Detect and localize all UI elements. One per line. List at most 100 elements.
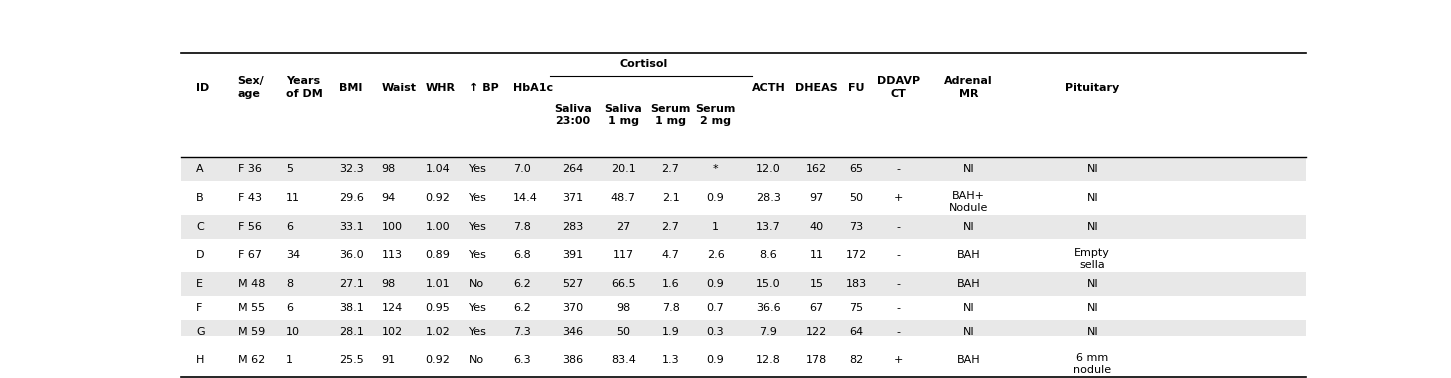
Text: 7.0: 7.0 — [514, 164, 531, 174]
Text: NI: NI — [1087, 303, 1098, 313]
Text: +: + — [894, 193, 904, 203]
Text: Yes: Yes — [469, 193, 488, 203]
Text: G: G — [196, 327, 205, 337]
Text: 183: 183 — [846, 279, 866, 289]
Text: 6.3: 6.3 — [514, 355, 531, 366]
Text: Yes: Yes — [469, 222, 488, 232]
Text: 0.9: 0.9 — [707, 279, 724, 289]
Text: B: B — [196, 193, 203, 203]
Text: 7.9: 7.9 — [759, 327, 778, 337]
Text: 11: 11 — [286, 193, 300, 203]
Text: 97: 97 — [810, 193, 824, 203]
Text: Yes: Yes — [469, 303, 488, 313]
Text: F 67: F 67 — [238, 250, 261, 260]
Text: 178: 178 — [807, 355, 827, 366]
Text: 122: 122 — [807, 327, 827, 337]
Text: 34: 34 — [286, 250, 300, 260]
Text: 371: 371 — [562, 193, 583, 203]
Text: HbA1c: HbA1c — [514, 82, 553, 93]
Text: 27: 27 — [617, 222, 630, 232]
Text: 1.00: 1.00 — [425, 222, 450, 232]
Text: 1.01: 1.01 — [425, 279, 450, 289]
Text: E: E — [196, 279, 203, 289]
Text: Yes: Yes — [469, 250, 488, 260]
Text: 65: 65 — [849, 164, 863, 174]
Text: NI: NI — [962, 303, 975, 313]
Text: 98: 98 — [382, 279, 396, 289]
Text: M 55: M 55 — [238, 303, 264, 313]
Text: 32.3: 32.3 — [340, 164, 364, 174]
Text: 98: 98 — [382, 164, 396, 174]
Text: 6: 6 — [286, 303, 293, 313]
Text: 36.0: 36.0 — [340, 250, 363, 260]
Text: 83.4: 83.4 — [611, 355, 636, 366]
Text: F 43: F 43 — [238, 193, 261, 203]
Text: 67: 67 — [810, 303, 824, 313]
Text: 102: 102 — [382, 327, 403, 337]
Bar — [181, 320, 1306, 344]
Text: ID: ID — [196, 82, 209, 93]
Text: 113: 113 — [382, 250, 402, 260]
Text: 33.1: 33.1 — [340, 222, 363, 232]
Text: *: * — [712, 164, 718, 174]
Text: H: H — [196, 355, 205, 366]
Text: No: No — [469, 279, 485, 289]
Text: 0.92: 0.92 — [425, 193, 450, 203]
Text: 6.2: 6.2 — [514, 279, 531, 289]
Text: 7.3: 7.3 — [514, 327, 531, 337]
Text: 29.6: 29.6 — [340, 193, 364, 203]
Text: F 56: F 56 — [238, 222, 261, 232]
Text: F: F — [196, 303, 202, 313]
Text: 50: 50 — [617, 327, 630, 337]
Text: 0.9: 0.9 — [707, 355, 724, 366]
Text: 40: 40 — [810, 222, 824, 232]
Text: DHEAS: DHEAS — [795, 82, 839, 93]
Text: -: - — [897, 250, 901, 260]
Text: M 59: M 59 — [238, 327, 266, 337]
Text: 10: 10 — [286, 327, 300, 337]
Text: 1: 1 — [286, 355, 293, 366]
Text: 28.3: 28.3 — [756, 193, 781, 203]
Text: 94: 94 — [382, 193, 396, 203]
Text: 386: 386 — [562, 355, 583, 366]
Text: 5: 5 — [286, 164, 293, 174]
Text: 11: 11 — [810, 250, 824, 260]
Text: 100: 100 — [382, 222, 402, 232]
Text: -: - — [897, 327, 901, 337]
Text: FU: FU — [847, 82, 865, 93]
Text: NI: NI — [962, 164, 975, 174]
Text: A: A — [196, 164, 203, 174]
Text: BAH: BAH — [956, 279, 981, 289]
Text: 6.8: 6.8 — [514, 250, 531, 260]
Text: Empty
sella: Empty sella — [1074, 248, 1110, 270]
Text: Sex/
age: Sex/ age — [238, 76, 264, 99]
Text: 48.7: 48.7 — [611, 193, 636, 203]
Text: -: - — [897, 164, 901, 174]
Text: 264: 264 — [562, 164, 583, 174]
Text: Waist: Waist — [382, 82, 416, 93]
Text: 2.1: 2.1 — [662, 193, 679, 203]
Text: -: - — [897, 279, 901, 289]
Text: 2.6: 2.6 — [707, 250, 724, 260]
Text: F 36: F 36 — [238, 164, 261, 174]
Text: 13.7: 13.7 — [756, 222, 781, 232]
Text: 0.92: 0.92 — [425, 355, 450, 366]
Text: 4.7: 4.7 — [662, 250, 679, 260]
Text: Pituitary: Pituitary — [1065, 82, 1119, 93]
Text: NI: NI — [1087, 327, 1098, 337]
Text: 20.1: 20.1 — [611, 164, 636, 174]
Text: -: - — [897, 303, 901, 313]
Text: 1.6: 1.6 — [662, 279, 679, 289]
Text: WHR: WHR — [425, 82, 456, 93]
Text: 117: 117 — [612, 250, 634, 260]
Text: 283: 283 — [562, 222, 583, 232]
Text: Saliva
23:00: Saliva 23:00 — [554, 104, 592, 126]
Text: 2.7: 2.7 — [662, 222, 679, 232]
Text: M 48: M 48 — [238, 279, 266, 289]
Text: 1.02: 1.02 — [425, 327, 450, 337]
Text: 91: 91 — [382, 355, 396, 366]
Text: 75: 75 — [849, 303, 863, 313]
Text: 391: 391 — [562, 250, 583, 260]
Text: Cortisol: Cortisol — [620, 59, 669, 69]
Text: DDAVP
CT: DDAVP CT — [878, 76, 920, 99]
